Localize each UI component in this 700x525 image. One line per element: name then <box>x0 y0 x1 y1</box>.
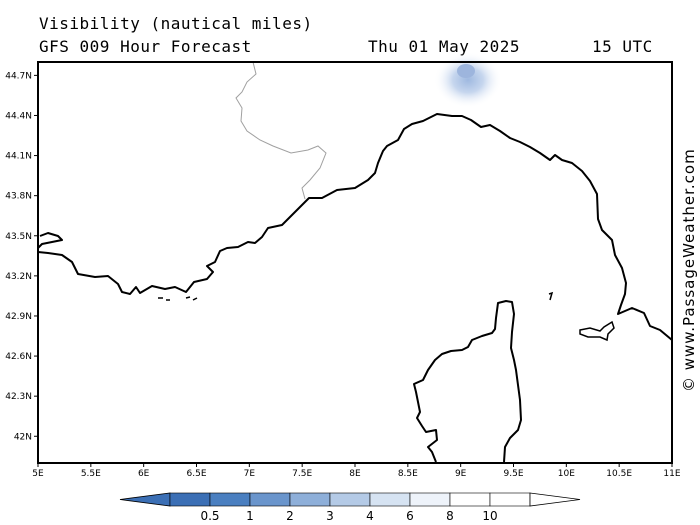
legend-swatch <box>409 492 451 507</box>
lon-tick-label: 10.5E <box>606 469 632 479</box>
legend-label: 4 <box>366 509 374 523</box>
legend-swatch <box>289 492 331 507</box>
legend-swatch <box>169 492 211 507</box>
lon-tick-label: 5.5E <box>81 469 101 479</box>
legend-label: 10 <box>482 509 497 523</box>
legend-label: 8 <box>446 509 454 523</box>
lon-tick-label: 9.5E <box>504 469 524 479</box>
legend-swatch <box>489 492 531 507</box>
lat-tick-label: 42.9N <box>5 312 32 322</box>
lon-tick-label: 5E <box>32 469 44 479</box>
legend-swatch <box>209 492 251 507</box>
legend-swatch <box>449 492 491 507</box>
legend-swatch <box>369 492 411 507</box>
lat-tick-label: 43.8N <box>5 192 32 202</box>
lon-tick-label: 8.5E <box>398 469 418 479</box>
legend-swatch <box>249 492 291 507</box>
forecast-model-label: GFS 009 Hour Forecast <box>39 37 252 56</box>
lon-tick-label: 11E <box>663 469 680 479</box>
map-frame <box>37 61 673 464</box>
lat-tick-label: 42N <box>14 432 32 442</box>
mainland-coastline <box>37 113 673 341</box>
legend-label: 0.5 <box>200 509 219 523</box>
legend-label: 6 <box>406 509 414 523</box>
lat-tick-label: 44.4N <box>5 111 32 121</box>
legend-label: 1 <box>246 509 254 523</box>
low-visibility-area <box>434 52 502 108</box>
lat-tick-label: 43.2N <box>5 272 32 282</box>
legend-swatch <box>329 492 371 507</box>
lat-tick-label: 43.5N <box>5 232 32 242</box>
lat-tick-label: 44.1N <box>5 152 32 162</box>
legend-max-arrow <box>529 492 581 507</box>
hyeres-islands <box>158 296 198 301</box>
legend-label: 2 <box>286 509 294 523</box>
forecast-date: Thu 01 May 2025 <box>368 37 520 56</box>
lon-tick-label: 6E <box>138 469 150 479</box>
lat-tick-label: 42.3N <box>5 392 32 402</box>
lon-tick-label: 7.5E <box>292 469 312 479</box>
lon-tick-label: 8E <box>349 469 361 479</box>
capraia-island <box>548 291 554 301</box>
corsica-coastline <box>413 300 522 463</box>
passageweather-credit: © www.PassageWeather.com <box>680 148 698 392</box>
lon-tick-label: 10E <box>558 469 575 479</box>
legend-label: 3 <box>326 509 334 523</box>
forecast-time: 15 UTC <box>592 37 653 56</box>
land-border <box>235 61 327 200</box>
legend-min-arrow <box>119 492 171 507</box>
lon-tick-label: 6.5E <box>187 469 207 479</box>
lon-tick-label: 7E <box>244 469 256 479</box>
lat-tick-label: 42.6N <box>5 352 32 362</box>
elba-island <box>579 320 615 342</box>
lon-tick-label: 9E <box>455 469 467 479</box>
lat-tick-label: 44.7N <box>5 71 32 81</box>
map-title: Visibility (nautical miles) <box>39 14 313 33</box>
